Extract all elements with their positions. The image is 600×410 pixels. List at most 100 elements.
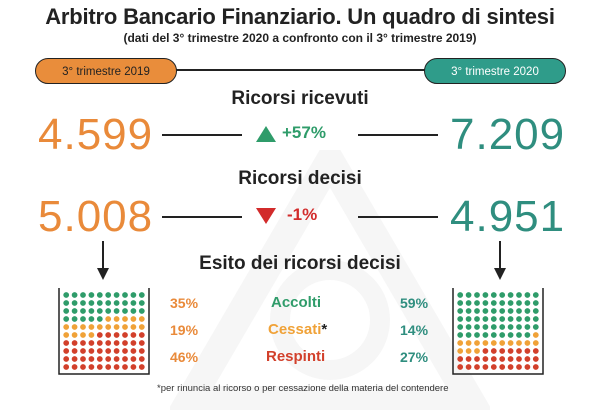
dot-respinti bbox=[138, 340, 145, 346]
dot-accolti bbox=[71, 316, 78, 322]
dot-accolti bbox=[130, 308, 137, 314]
dot-respinti bbox=[465, 356, 472, 362]
dot-accolti bbox=[499, 332, 506, 338]
dot-respinti bbox=[63, 364, 70, 370]
dot-accolti bbox=[63, 316, 70, 322]
dot-accolti bbox=[130, 292, 137, 298]
dot-accolti bbox=[516, 308, 522, 314]
dot-accolti bbox=[465, 324, 472, 330]
dot-respinti bbox=[516, 348, 522, 354]
dot-accolti bbox=[88, 316, 95, 322]
dot-accolti bbox=[474, 316, 480, 322]
dot-respinti bbox=[105, 364, 112, 370]
dot-accolti bbox=[474, 292, 480, 298]
received-right-line bbox=[358, 134, 438, 136]
dot-respinti bbox=[490, 356, 497, 362]
dot-respinti bbox=[71, 348, 78, 354]
dot-cessati bbox=[457, 340, 464, 346]
dot-accolti bbox=[465, 316, 472, 322]
dot-respinti bbox=[96, 348, 103, 354]
decided-title: Ricorsi decisi bbox=[238, 168, 362, 189]
dot-accolti bbox=[88, 300, 95, 306]
dot-respinti bbox=[122, 364, 128, 370]
dot-accolti bbox=[138, 308, 145, 314]
dot-cessati bbox=[88, 324, 95, 330]
dot-cessati bbox=[63, 324, 70, 330]
dot-accolti bbox=[105, 300, 112, 306]
dot-accolti bbox=[482, 308, 489, 314]
dot-accolti bbox=[516, 316, 522, 322]
dot-accolti bbox=[80, 316, 86, 322]
dot-accolti bbox=[524, 300, 531, 306]
dot-respinti bbox=[482, 364, 489, 370]
dot-cessati bbox=[138, 316, 145, 322]
dot-respinti bbox=[524, 356, 531, 362]
dot-cessati bbox=[113, 316, 120, 322]
dot-respinti bbox=[105, 332, 112, 338]
dot-respinti bbox=[138, 332, 145, 338]
dot-accolti bbox=[71, 292, 78, 298]
dot-accolti bbox=[499, 324, 506, 330]
cessati-label: Cessati* bbox=[268, 321, 328, 338]
dot-accolti bbox=[516, 292, 522, 298]
dot-accolti bbox=[63, 300, 70, 306]
dot-accolti bbox=[122, 308, 128, 314]
dot-cessati bbox=[130, 324, 137, 330]
dot-grid-frame bbox=[58, 288, 150, 375]
dot-grid-frame bbox=[452, 288, 544, 375]
dot-accolti bbox=[474, 332, 480, 338]
dot-accolti bbox=[138, 292, 145, 298]
dot-accolti bbox=[482, 316, 489, 322]
right-down-arrow-icon bbox=[494, 241, 506, 280]
dot-accolti bbox=[465, 332, 472, 338]
dot-respinti bbox=[122, 356, 128, 362]
dot-accolti bbox=[474, 324, 480, 330]
outcome-dot-grid-2019 bbox=[58, 288, 150, 375]
dot-respinti bbox=[80, 340, 86, 346]
dot-accolti bbox=[524, 332, 531, 338]
dot-respinti bbox=[490, 348, 497, 354]
dot-cessati bbox=[474, 340, 480, 346]
dot-accolti bbox=[499, 292, 506, 298]
period-left-pill: 3° trimestre 2019 bbox=[35, 58, 177, 84]
dot-accolti bbox=[465, 308, 472, 314]
footnote: *per rinuncia al ricorso o per cessazion… bbox=[157, 383, 449, 394]
dot-accolti bbox=[490, 300, 497, 306]
dot-respinti bbox=[516, 356, 522, 362]
dot-accolti bbox=[80, 308, 86, 314]
dot-accolti bbox=[516, 300, 522, 306]
dot-cessati bbox=[113, 324, 120, 330]
dot-cessati bbox=[71, 324, 78, 330]
dot-accolti bbox=[96, 300, 103, 306]
dot-accolti bbox=[532, 300, 539, 306]
dot-cessati bbox=[138, 324, 145, 330]
dot-cessati bbox=[532, 332, 539, 338]
dot-respinti bbox=[113, 332, 120, 338]
received-delta: +57% bbox=[282, 123, 326, 142]
period-right-pill: 3° trimestre 2020 bbox=[424, 58, 566, 84]
dot-accolti bbox=[490, 332, 497, 338]
dot-accolti bbox=[482, 324, 489, 330]
dot-respinti bbox=[499, 364, 506, 370]
dot-accolti bbox=[122, 292, 128, 298]
dot-accolti bbox=[96, 308, 103, 314]
dot-respinti bbox=[516, 364, 522, 370]
dot-respinti bbox=[130, 332, 137, 338]
dot-accolti bbox=[490, 292, 497, 298]
dot-cessati bbox=[490, 340, 497, 346]
dot-accolti bbox=[507, 308, 514, 314]
dot-accolti bbox=[516, 332, 522, 338]
dot-respinti bbox=[507, 356, 514, 362]
dot-respinti bbox=[532, 348, 539, 354]
outcome-title: Esito dei ricorsi decisi bbox=[199, 253, 401, 274]
dot-respinti bbox=[80, 364, 86, 370]
dot-accolti bbox=[490, 316, 497, 322]
dot-accolti bbox=[499, 308, 506, 314]
dot-accolti bbox=[524, 316, 531, 322]
dot-accolti bbox=[138, 300, 145, 306]
dot-accolti bbox=[532, 292, 539, 298]
dot-accolti bbox=[457, 316, 464, 322]
dot-accolti bbox=[524, 308, 531, 314]
cessati-left-pct: 19% bbox=[170, 322, 199, 338]
decided-left-value: 5.008 bbox=[38, 192, 154, 241]
